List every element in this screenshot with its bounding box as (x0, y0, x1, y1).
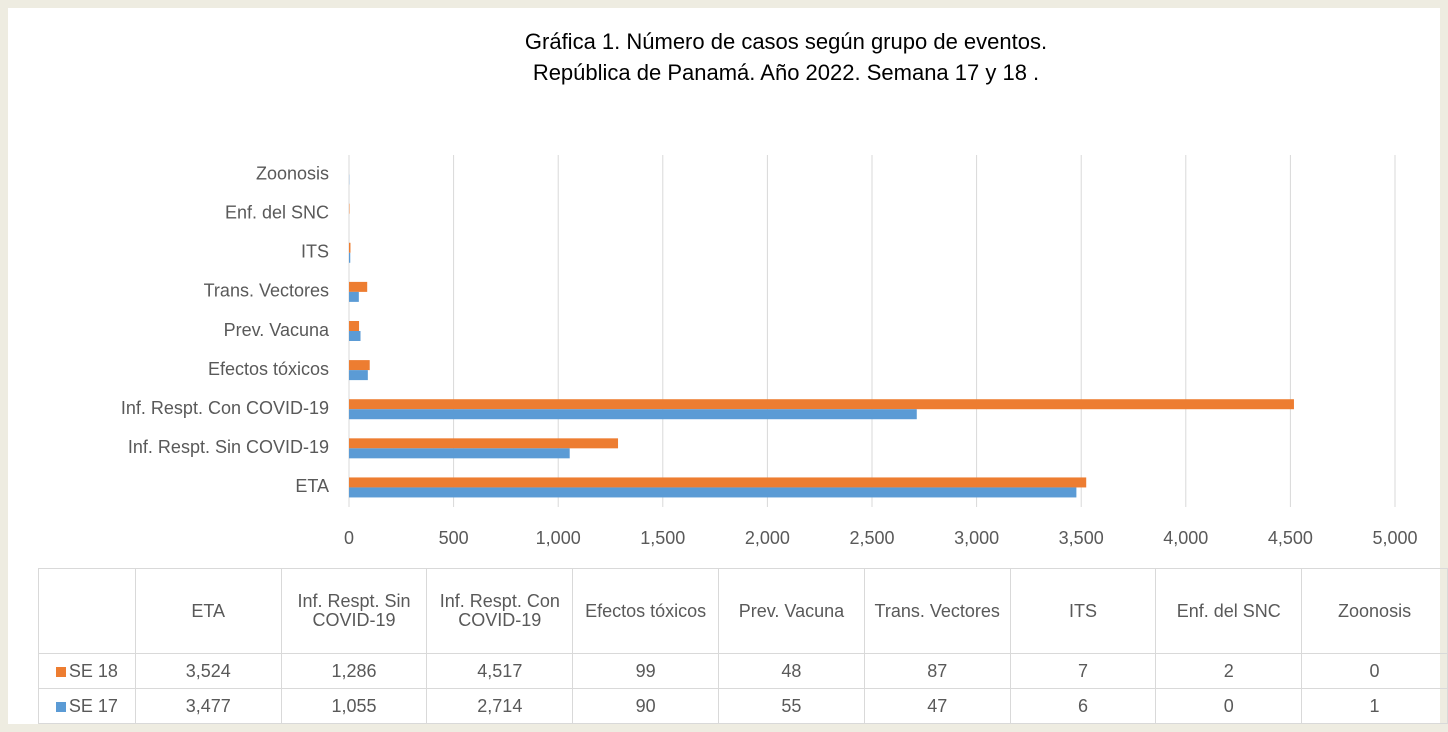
x-tick-label: 3,000 (954, 528, 999, 548)
legend-cell: SE 17 (38, 688, 136, 724)
table-header-cell: ITS (1009, 568, 1157, 654)
table-header-row: ETA Inf. Respt. Sin COVID-19 Inf. Respt. C… (38, 568, 1448, 654)
table-row: SE 18 3,524 1,286 4,517 99 48 87 7 2 0 (38, 653, 1448, 689)
bar (349, 281, 368, 292)
bar (349, 252, 351, 263)
y-tick-label: Prev. Vacuna (224, 320, 330, 340)
data-table: ETA Inf. Respt. Sin COVID-19 Inf. Respt. C… (38, 568, 1448, 724)
bar (349, 360, 370, 371)
table-value: 2,714 (426, 688, 574, 724)
y-tick-label: Zoonosis (256, 163, 329, 183)
table-header-cell: Zoonosis (1301, 568, 1448, 654)
legend-key (55, 701, 66, 712)
y-tick-label: Efectos tóxicos (208, 359, 329, 379)
bar (349, 370, 368, 381)
table-header-cell: Efectos tóxicos (572, 568, 720, 654)
table-row: SE 17 3,477 1,055 2,714 90 55 47 6 0 1 (38, 688, 1448, 724)
bar (349, 242, 351, 253)
bar (349, 438, 619, 449)
bar (349, 409, 917, 420)
table-value: 55 (718, 688, 865, 724)
table-value: 90 (572, 688, 720, 724)
table-value: 2 (1155, 653, 1303, 689)
chart-title: Gráfica 1. Número de casos según grupo d… (525, 29, 1047, 54)
legend-label: SE 17 (68, 695, 118, 716)
y-tick-label: ETA (295, 476, 329, 496)
y-tick-label: Inf. Respt. Con COVID-19 (121, 398, 329, 418)
bar (349, 487, 1077, 498)
table-value: 3,524 (134, 653, 282, 689)
x-tick-label: 2,000 (745, 528, 790, 548)
x-tick-label: 1,500 (640, 528, 685, 548)
x-tick-label: 0 (344, 528, 354, 548)
y-tick-label: ITS (301, 242, 329, 262)
table-value: 1 (1301, 688, 1448, 724)
table-corner (38, 568, 136, 654)
y-tick-label: Trans. Vectores (204, 281, 329, 301)
y-tick-label: Inf. Respt. Sin COVID-19 (128, 437, 329, 457)
table-value: 3,477 (134, 688, 282, 724)
legend-label: SE 18 (68, 660, 118, 681)
table-header-cell: Inf. Respt. Con COVID-19 (426, 568, 574, 654)
x-tick-label: 2,500 (849, 528, 894, 548)
legend-cell: SE 18 (38, 653, 136, 689)
table-header-cell: Enf. del SNC (1155, 568, 1303, 654)
bar (349, 291, 359, 302)
table-value: 0 (1155, 688, 1303, 724)
table-value: 47 (863, 688, 1011, 724)
x-tick-label: 4,500 (1268, 528, 1313, 548)
table-value: 6 (1009, 688, 1157, 724)
table-value: 48 (718, 653, 865, 689)
y-tick-label: Enf. del SNC (225, 202, 329, 222)
x-tick-label: 5,000 (1372, 528, 1417, 548)
table-header-cell: Prev. Vacuna (718, 568, 865, 654)
table-value: 99 (572, 653, 720, 689)
table-value: 7 (1009, 653, 1157, 689)
bar (349, 477, 1087, 488)
table-value: 87 (863, 653, 1011, 689)
bar (349, 448, 570, 459)
table-value: 1,286 (280, 653, 428, 689)
x-tick-label: 4,000 (1163, 528, 1208, 548)
chart-subtitle: República de Panamá. Año 2022. Semana 17… (533, 60, 1039, 85)
bar (349, 399, 1294, 410)
table-header-cell: Trans. Vectores (863, 568, 1011, 654)
table-header-cell: Inf. Respt. Sin COVID-19 (280, 568, 428, 654)
table-header-cell: ETA (134, 568, 282, 654)
x-tick-label: 3,500 (1059, 528, 1104, 548)
bar (349, 331, 361, 341)
bar (349, 321, 360, 331)
table-value: 0 (1301, 653, 1448, 689)
table-value: 1,055 (280, 688, 428, 724)
x-tick-label: 500 (439, 528, 469, 548)
x-tick-label: 1,000 (536, 528, 581, 548)
legend-key (55, 666, 66, 677)
table-value: 4,517 (426, 653, 574, 689)
